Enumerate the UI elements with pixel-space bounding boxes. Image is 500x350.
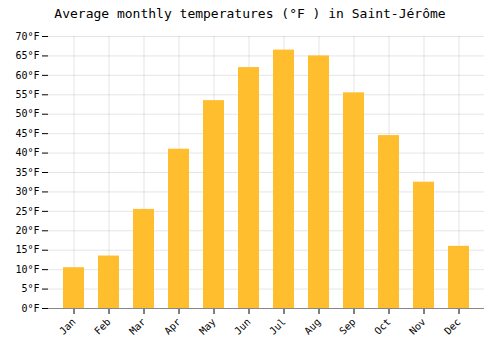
html-text:Average monthly temperatures (: Average monthly temperatures (°F ) in Sa… [54,6,446,21]
svg-text:20°F: 20°F [15,225,39,236]
svg-text:15°F: 15°F [15,244,39,255]
svg-text:60°F: 60°F [15,70,39,81]
svg-text:Oct: Oct [372,316,393,337]
svg-text:45°F: 45°F [15,128,39,139]
svg-text:Apr: Apr [162,316,183,337]
svg-text:Jan: Jan [57,316,78,337]
svg-text:65°F: 65°F [15,50,39,61]
svg-text:40°F: 40°F [15,147,39,158]
svg-text:25°F: 25°F [15,206,39,217]
svg-text:50°F: 50°F [15,108,39,119]
svg-text:5°F: 5°F [21,283,39,294]
svg-text:55°F: 55°F [15,89,39,100]
svg-text:Feb: Feb [92,316,113,337]
svg-text:Dec: Dec [442,316,463,337]
svg-text:70°F: 70°F [15,31,39,42]
svg-text:35°F: 35°F [15,167,39,178]
svg-text:Nov: Nov [407,316,428,337]
svg-text:30°F: 30°F [15,186,39,197]
svg-text:0°F: 0°F [21,303,39,314]
svg-text:10°F: 10°F [15,264,39,275]
svg-text:Mar: Mar [127,316,148,337]
svg-text:Sep: Sep [337,316,358,337]
svg-text:Aug: Aug [302,316,323,337]
svg-text:May: May [197,316,218,337]
svg-text:Jun: Jun [232,316,253,337]
svg-text:Jul: Jul [267,316,288,337]
